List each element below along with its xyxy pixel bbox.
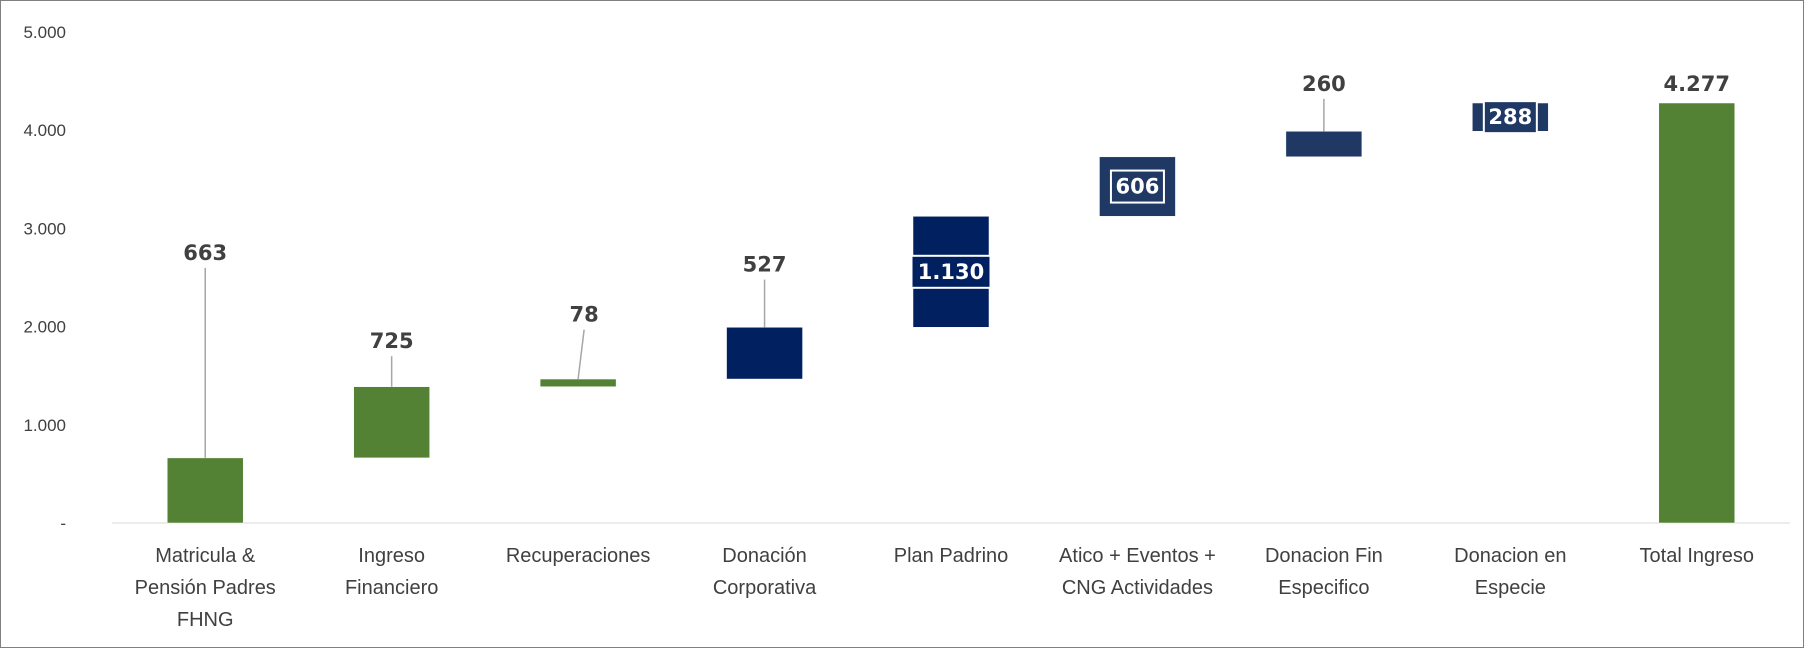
category-label: Atico + Eventos + xyxy=(1059,545,1216,567)
category-label: Donacion Fin xyxy=(1265,545,1383,567)
waterfall-bar xyxy=(726,327,803,380)
category-label: Pensión Padres xyxy=(135,577,276,599)
axis-layer: - 1.000 2.000 3.000 4.000 5.000 xyxy=(23,23,1790,533)
category-label: CNG Actividades xyxy=(1062,577,1213,599)
waterfall-bar xyxy=(1658,102,1736,524)
data-label: 288 xyxy=(1488,105,1532,129)
data-label: 606 xyxy=(1116,175,1160,199)
data-label: 663 xyxy=(183,241,227,265)
category-label: Financiero xyxy=(345,577,438,599)
category-label: Matricula & xyxy=(155,545,256,567)
data-label: 4.277 xyxy=(1664,72,1730,96)
data-label: 1.130 xyxy=(918,260,984,284)
data-label-box xyxy=(910,254,992,289)
category-label: Corporativa xyxy=(713,577,817,599)
y-tick-label: 1.000 xyxy=(23,416,66,435)
category-label: Especie xyxy=(1475,577,1546,599)
data-label-box xyxy=(1109,169,1165,204)
category-label: Donación xyxy=(722,545,807,567)
category-label: Ingreso xyxy=(358,545,425,567)
category-label: Donacion en xyxy=(1454,545,1566,567)
category-labels-layer: Matricula & Pensión Padres FHNG Ingreso Fina… xyxy=(135,545,1754,631)
labels-layer: 663 725 78 527 1.130 606 260 288 4.277 xyxy=(183,72,1730,458)
data-label: 260 xyxy=(1302,72,1346,96)
data-label: 527 xyxy=(743,253,787,277)
leader-line xyxy=(577,329,585,380)
category-label: Total Ingreso xyxy=(1640,545,1755,567)
y-tick-label: - xyxy=(60,514,66,533)
data-label-box xyxy=(1482,100,1538,135)
data-label: 725 xyxy=(370,329,414,353)
y-tick-label: 4.000 xyxy=(23,121,66,140)
y-tick-label: 2.000 xyxy=(23,318,66,337)
waterfall-bar xyxy=(539,378,617,387)
waterfall-bar xyxy=(1285,131,1363,158)
category-label: Especifico xyxy=(1278,577,1369,599)
category-label: Plan Padrino xyxy=(894,545,1009,567)
category-label: Recuperaciones xyxy=(506,545,651,567)
category-label: FHNG xyxy=(177,609,234,631)
y-tick-label: 3.000 xyxy=(23,219,66,238)
y-tick-label: 5.000 xyxy=(23,23,66,42)
data-label: 78 xyxy=(569,303,598,327)
waterfall-bar xyxy=(166,457,244,524)
waterfall-bar xyxy=(353,386,430,459)
bars-layer xyxy=(166,102,1736,524)
